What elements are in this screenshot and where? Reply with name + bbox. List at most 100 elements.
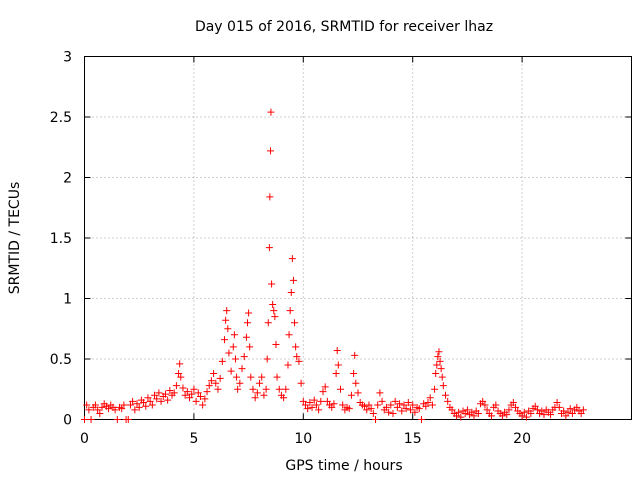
data-point (426, 394, 434, 402)
data-point (262, 385, 270, 393)
data-point (263, 355, 271, 363)
data-point (96, 409, 104, 417)
data-point (269, 301, 277, 309)
data-point (155, 389, 163, 397)
data-point (498, 412, 506, 420)
data-point (146, 397, 154, 405)
data-point (286, 307, 294, 315)
data-point (367, 405, 375, 413)
data-point (205, 382, 213, 390)
data-point (118, 405, 126, 413)
data-point (282, 385, 290, 393)
data-point (376, 389, 384, 397)
data-point (533, 406, 541, 414)
data-point (98, 403, 106, 411)
x-tick-label: 20 (513, 431, 531, 447)
data-point (437, 365, 445, 373)
data-point (361, 402, 369, 410)
data-point (126, 401, 134, 409)
data-point (251, 394, 259, 402)
data-point (265, 244, 273, 252)
data-point (199, 401, 207, 409)
data-point (404, 399, 412, 407)
data-point (238, 365, 246, 373)
data-point (434, 353, 442, 361)
data-point (190, 385, 198, 393)
y-tick-label: 1 (63, 292, 72, 308)
data-point (207, 377, 215, 385)
data-point (452, 412, 460, 420)
data-point (579, 406, 587, 414)
data-point (333, 347, 341, 355)
data-point (120, 401, 128, 409)
data-point (172, 382, 180, 390)
data-point (334, 361, 342, 369)
data-point (236, 379, 244, 387)
data-point (378, 397, 386, 405)
data-point (448, 406, 456, 414)
data-point (142, 402, 150, 410)
data-point (270, 307, 278, 315)
tick-labels: 0 5 10 15 20 0 0.5 1 1.5 2 2.5 3 (50, 50, 531, 448)
data-point (258, 373, 266, 381)
data-point (372, 416, 380, 423)
data-point (369, 409, 377, 417)
data-point (315, 406, 323, 414)
data-point (188, 390, 196, 398)
data-point (272, 340, 280, 348)
data-point (246, 343, 254, 351)
data-point (225, 349, 233, 357)
data-point (260, 391, 268, 399)
data-point (339, 401, 347, 409)
data-point (94, 406, 102, 414)
data-point (222, 316, 230, 324)
data-point (455, 408, 463, 416)
x-axis-label: GPS time / hours (285, 458, 402, 474)
data-point (224, 325, 232, 333)
data-point (435, 348, 443, 356)
data-point (492, 401, 500, 409)
data-point (210, 370, 218, 378)
data-point (347, 391, 355, 399)
data-point (577, 409, 585, 417)
data-point (292, 343, 300, 351)
data-point (124, 416, 132, 423)
data-point (183, 388, 191, 396)
data-point (247, 373, 255, 381)
data-point (555, 403, 563, 411)
data-point (433, 361, 441, 369)
data-point (438, 373, 446, 381)
data-point (186, 394, 194, 402)
data-point (271, 313, 279, 321)
data-point (244, 319, 252, 327)
data-point (439, 382, 447, 390)
data-point (196, 393, 204, 401)
data-point (505, 406, 513, 414)
data-point (354, 389, 362, 397)
data-point (201, 395, 209, 403)
data-point (442, 391, 450, 399)
data-point (470, 412, 478, 420)
data-point (131, 406, 139, 414)
data-point (113, 416, 121, 423)
data-point (91, 401, 99, 409)
data-point (291, 319, 299, 327)
data-point (332, 370, 340, 378)
data-point (562, 412, 570, 420)
data-point (212, 379, 220, 387)
data-point (547, 411, 555, 419)
data-point (266, 193, 274, 201)
y-tick-label: 1.5 (50, 231, 72, 247)
data-point (422, 402, 430, 410)
data-point (512, 403, 520, 411)
data-point (336, 385, 344, 393)
data-point (411, 408, 419, 416)
y-axis-label: SRMTID / TECUs (7, 182, 23, 295)
data-point (306, 399, 314, 407)
data-point (233, 373, 241, 381)
data-point (468, 408, 476, 416)
data-point (227, 367, 235, 375)
data-point (223, 307, 231, 315)
data-point (299, 397, 307, 405)
data-point (144, 394, 152, 402)
